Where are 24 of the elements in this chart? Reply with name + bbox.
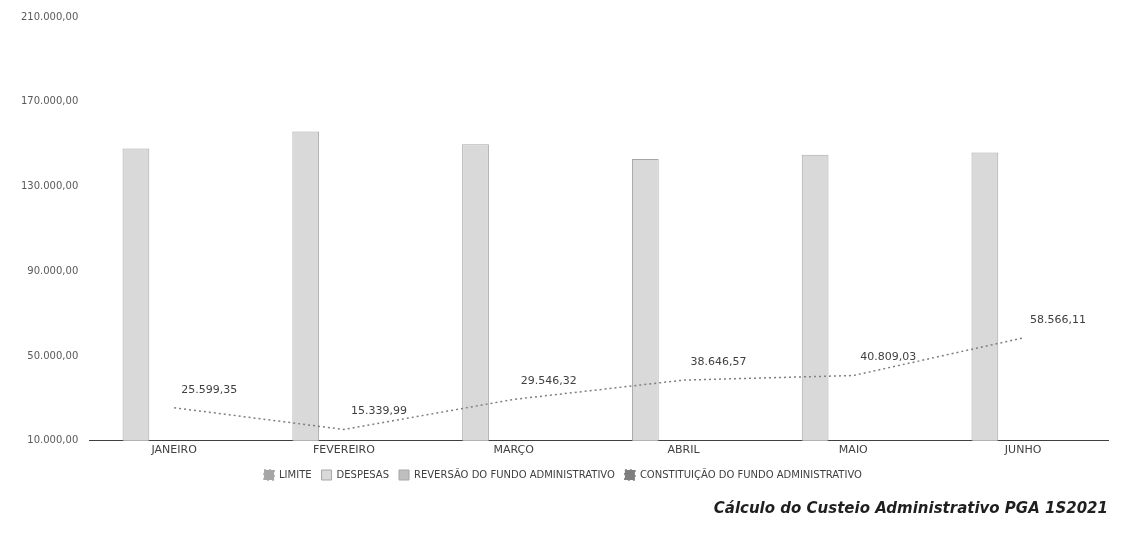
x-tick-label: MARÇO — [493, 443, 535, 457]
legend-label: DESPESAS — [336, 468, 390, 480]
legend-label: REVERSÃO DO FUNDO ADMINISTRATIVO — [414, 467, 616, 480]
data-label: 25.599,35 — [181, 382, 238, 396]
legend-label: CONSTITUIÇÃO DO FUNDO ADMINISTRATIVO — [639, 467, 863, 480]
data-label: 29.546,32 — [520, 374, 577, 388]
x-tick-label: FEVEREIRO — [312, 443, 376, 457]
legend-label: LIMITE — [279, 468, 312, 480]
x-tick-label: ABRIL — [667, 443, 701, 457]
x-tick-label: JUNHO — [1003, 443, 1042, 457]
x-tick-label: JANEIRO — [150, 443, 198, 457]
text: Cálculo do Custeio Administrativo PGA 1S2021 — [713, 498, 1108, 517]
y-tick-label: 50.000,00 — [27, 349, 79, 361]
y-tick-label: 210.000,00 — [20, 10, 79, 22]
y-tick-label: 10.000,00 — [27, 434, 79, 446]
data-label: 15.339,99 — [350, 404, 407, 418]
line-series — [173, 337, 1024, 431]
data-label: 58.566,11 — [1030, 312, 1087, 326]
y-tick-label: 130.000,00 — [20, 180, 79, 192]
x-tick-label: MAIO — [838, 443, 869, 457]
data-label: 40.809,03 — [860, 350, 917, 364]
y-tick-label: 170.000,00 — [20, 95, 79, 107]
data-label: 38.646,57 — [690, 354, 747, 368]
y-tick-label: 90.000,00 — [27, 264, 79, 276]
